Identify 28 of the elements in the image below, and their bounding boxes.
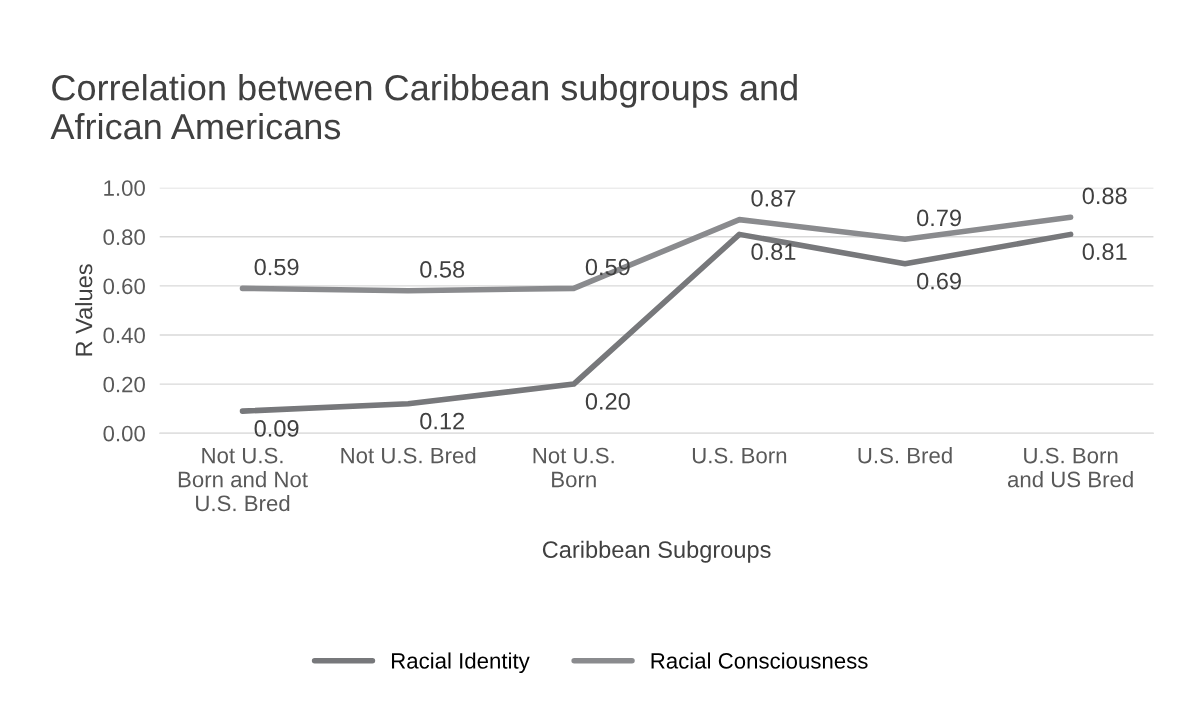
- y-tick-label: 0.60: [103, 278, 145, 295]
- data-label: 0.09: [254, 420, 299, 437]
- x-tick-label: U.S. Born and US Bred: [1007, 447, 1133, 488]
- y-tick-label: 0.20: [103, 376, 145, 393]
- y-axis-title: R Values: [75, 264, 93, 356]
- x-axis-title: Caribbean Subgroups: [542, 540, 771, 563]
- y-tick-label: 0.40: [103, 327, 145, 344]
- x-tick-label: Not U.S. Born and Not U.S. Bred: [178, 447, 308, 512]
- data-label: 0.81: [1082, 243, 1127, 261]
- x-tick-label: U.S. Born: [692, 447, 787, 464]
- data-label: 0.59: [254, 258, 299, 276]
- data-label: 0.79: [917, 209, 961, 227]
- y-tick-label: 0.80: [103, 229, 145, 246]
- x-tick-label: Not U.S. Bred: [341, 447, 476, 464]
- legend-label: Racial Consciousness: [651, 652, 868, 669]
- y-tick-label: 1.00: [104, 180, 145, 196]
- chart-title: Correlation between Caribbean subgroups and African Americans: [50, 74, 797, 140]
- data-label: 0.12: [420, 412, 465, 430]
- data-label: 0.20: [585, 393, 630, 410]
- data-label: 0.88: [1082, 187, 1127, 205]
- x-tick-label: Not U.S. Born: [533, 447, 614, 488]
- data-label: 0.58: [420, 261, 465, 278]
- legend-label: Racial Identity: [392, 652, 530, 674]
- data-label: 0.87: [751, 189, 796, 207]
- data-label: 0.69: [917, 272, 961, 290]
- x-tick-label: U.S. Bred: [858, 447, 952, 464]
- data-label: 0.81: [751, 243, 796, 261]
- y-tick-label: 0.00: [103, 425, 145, 442]
